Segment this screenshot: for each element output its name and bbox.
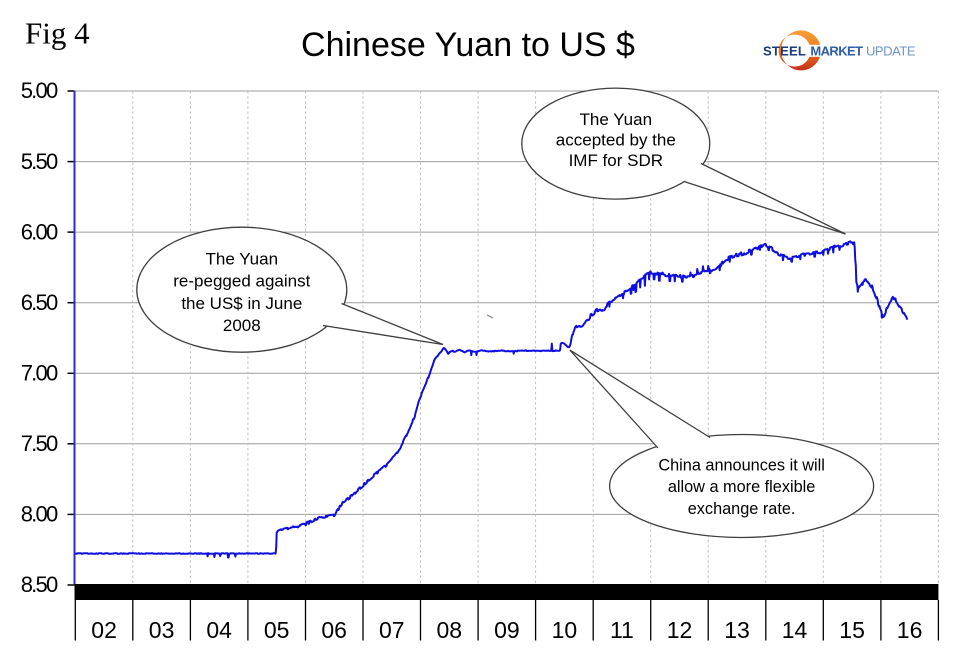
svg-text:Fig 4: Fig 4	[25, 16, 90, 51]
svg-text:8.50: 8.50	[21, 572, 59, 597]
svg-text:5.00: 5.00	[21, 78, 59, 103]
svg-text:05: 05	[264, 617, 290, 643]
svg-text:11: 11	[610, 617, 634, 643]
svg-text:The Yuan: The Yuan	[580, 110, 652, 129]
svg-text:5.50: 5.50	[21, 149, 59, 174]
svg-text:08: 08	[437, 617, 463, 643]
svg-text:IMF for SDR: IMF for SDR	[569, 151, 663, 170]
svg-text:06: 06	[321, 617, 347, 643]
svg-text:MARKET: MARKET	[810, 44, 863, 59]
svg-text:Chinese Yuan to US $: Chinese Yuan to US $	[301, 26, 635, 64]
svg-text:07: 07	[379, 617, 405, 643]
svg-text:7.50: 7.50	[21, 431, 59, 456]
svg-text:02: 02	[91, 617, 117, 643]
svg-text:15: 15	[839, 617, 865, 643]
svg-text:6.50: 6.50	[21, 290, 59, 315]
svg-text:09: 09	[494, 617, 520, 643]
svg-text:03: 03	[149, 617, 175, 643]
svg-text:7.00: 7.00	[21, 361, 59, 386]
svg-text:China announces it will: China announces it will	[658, 457, 825, 475]
svg-text:14: 14	[782, 617, 808, 643]
svg-text:16: 16	[897, 617, 923, 643]
svg-text:UPDATE: UPDATE	[866, 44, 916, 59]
svg-text:re-pegged against: re-pegged against	[173, 272, 310, 291]
svg-text:04: 04	[206, 617, 232, 643]
svg-text:10: 10	[552, 617, 578, 643]
svg-text:12: 12	[667, 617, 693, 643]
svg-text:allow a more flexible: allow a more flexible	[668, 478, 816, 496]
svg-text:6.00: 6.00	[21, 219, 59, 244]
svg-text:The Yuan: The Yuan	[206, 250, 278, 269]
svg-text:13: 13	[724, 617, 750, 643]
svg-text:STEEL: STEEL	[763, 44, 806, 59]
svg-text:8.00: 8.00	[21, 502, 59, 527]
svg-text:2008: 2008	[223, 316, 261, 335]
svg-text:the US$ in June: the US$ in June	[181, 294, 302, 313]
svg-text:accepted by the: accepted by the	[556, 131, 676, 150]
svg-text:exchange rate.: exchange rate.	[688, 500, 796, 518]
